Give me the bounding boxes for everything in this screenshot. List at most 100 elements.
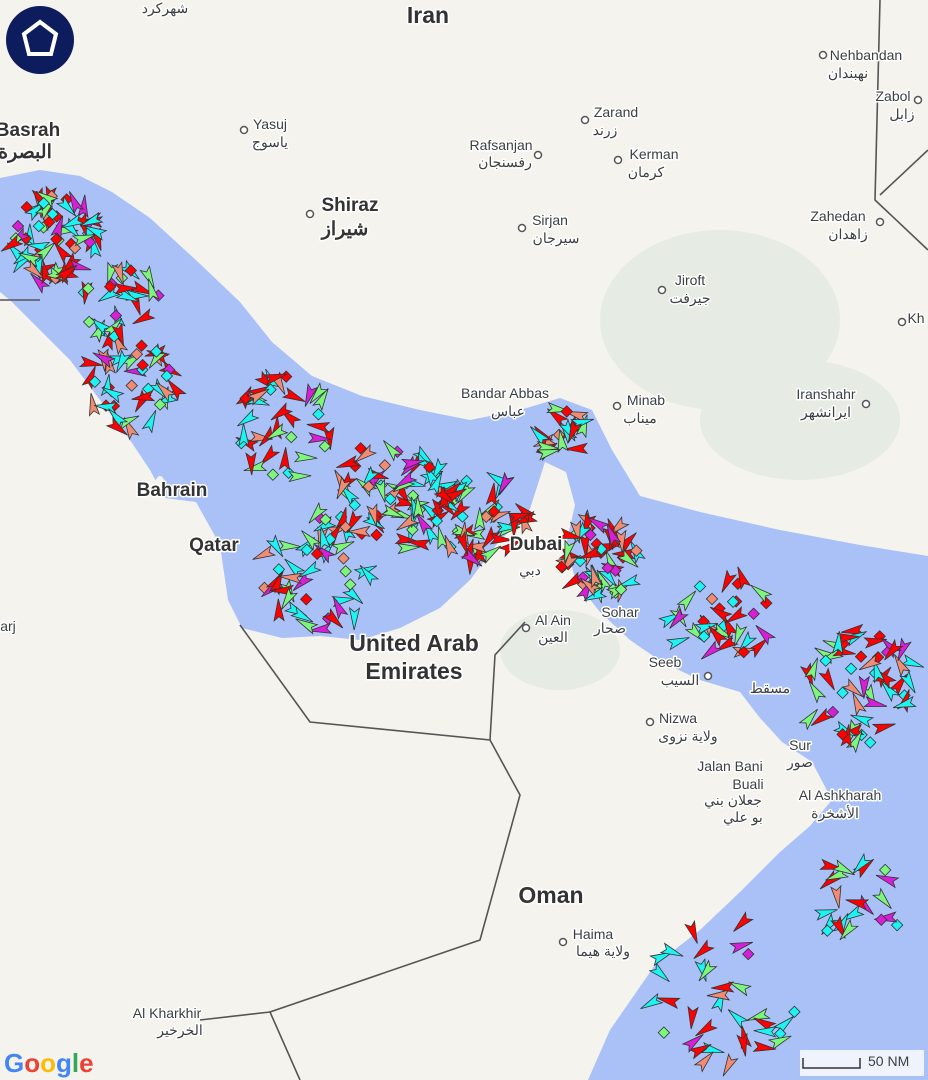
ship-marker[interactable] xyxy=(312,386,332,412)
ship-marker[interactable] xyxy=(872,887,895,912)
ship-marker[interactable] xyxy=(818,667,838,692)
ship-marker[interactable] xyxy=(265,534,287,560)
ship-marker[interactable] xyxy=(821,924,834,937)
ship-marker[interactable] xyxy=(42,215,56,229)
ship-marker[interactable] xyxy=(648,962,673,985)
ship-marker[interactable] xyxy=(406,489,420,502)
ship-marker[interactable] xyxy=(638,992,664,1013)
ship-marker[interactable] xyxy=(487,505,501,518)
ship-marker[interactable] xyxy=(665,633,691,651)
ship-marker[interactable] xyxy=(305,501,328,526)
ship-marker[interactable] xyxy=(577,574,602,597)
ship-marker[interactable] xyxy=(392,470,418,491)
ship-marker[interactable] xyxy=(279,571,303,585)
ship-marker[interactable] xyxy=(688,1040,713,1060)
ship-marker[interactable] xyxy=(16,248,42,268)
ship-marker[interactable] xyxy=(310,547,324,561)
ship-marker[interactable] xyxy=(881,638,904,663)
ship-marker[interactable] xyxy=(130,347,144,361)
ship-marker[interactable] xyxy=(330,537,356,556)
ship-marker[interactable] xyxy=(153,398,167,411)
ship-marker[interactable] xyxy=(582,586,608,605)
ship-marker[interactable] xyxy=(141,408,161,434)
ship-marker[interactable] xyxy=(307,432,332,445)
ship-marker[interactable] xyxy=(344,578,357,591)
ship-marker[interactable] xyxy=(836,728,849,741)
ship-marker[interactable] xyxy=(697,630,711,643)
ship-marker[interactable] xyxy=(373,478,390,504)
ship-marker[interactable] xyxy=(480,510,493,523)
ship-marker[interactable] xyxy=(111,322,128,348)
ship-marker[interactable] xyxy=(723,606,748,627)
ship-marker[interactable] xyxy=(616,548,641,571)
ship-marker[interactable] xyxy=(38,260,53,285)
ship-marker[interactable] xyxy=(830,915,850,941)
ship-marker[interactable] xyxy=(440,533,459,559)
ship-marker[interactable] xyxy=(614,583,628,596)
ship-marker[interactable] xyxy=(788,1005,801,1019)
ship-marker[interactable] xyxy=(380,437,403,462)
ship-marker[interactable] xyxy=(406,523,419,536)
ship-marker[interactable] xyxy=(312,408,325,421)
logo[interactable] xyxy=(6,6,74,74)
ship-marker[interactable] xyxy=(65,189,85,215)
ship-marker[interactable] xyxy=(322,607,347,631)
ship-marker[interactable] xyxy=(378,459,392,472)
ship-marker[interactable] xyxy=(717,569,738,595)
ship-marker[interactable] xyxy=(586,563,603,589)
ship-marker[interactable] xyxy=(857,653,883,674)
ship-marker[interactable] xyxy=(37,196,50,210)
ship-marker[interactable] xyxy=(263,369,289,386)
ship-marker[interactable] xyxy=(22,259,47,283)
ship-marker[interactable] xyxy=(306,382,329,406)
ship-marker[interactable] xyxy=(298,527,322,552)
ship-marker[interactable] xyxy=(160,369,174,383)
ship-marker[interactable] xyxy=(527,423,551,448)
ship-marker[interactable] xyxy=(460,547,485,570)
ship-marker[interactable] xyxy=(287,470,312,483)
ship-marker[interactable] xyxy=(841,678,866,700)
ship-marker[interactable] xyxy=(555,429,569,454)
ship-marker[interactable] xyxy=(875,913,888,926)
ship-marker[interactable] xyxy=(705,592,719,606)
ship-marker[interactable] xyxy=(0,234,24,255)
ship-marker[interactable] xyxy=(454,530,473,556)
ship-marker[interactable] xyxy=(711,981,735,993)
ship-marker[interactable] xyxy=(808,707,834,730)
ship-marker[interactable] xyxy=(752,622,777,646)
ship-marker[interactable] xyxy=(164,377,187,402)
ship-marker[interactable] xyxy=(585,513,611,535)
ship-marker[interactable] xyxy=(293,451,318,464)
ship-marker[interactable] xyxy=(384,492,397,506)
ship-marker[interactable] xyxy=(899,670,919,695)
ship-marker[interactable] xyxy=(290,605,315,626)
ship-marker[interactable] xyxy=(564,419,583,444)
ship-marker[interactable] xyxy=(144,277,160,303)
ship-marker[interactable] xyxy=(584,528,597,542)
ship-marker[interactable] xyxy=(99,383,125,404)
ship-marker[interactable] xyxy=(836,918,860,943)
ship-marker[interactable] xyxy=(354,442,367,455)
ship-marker[interactable] xyxy=(335,455,360,472)
ship-marker[interactable] xyxy=(474,507,486,531)
ship-marker[interactable] xyxy=(55,261,80,284)
ship-marker[interactable] xyxy=(560,405,573,418)
ship-marker[interactable] xyxy=(863,695,888,711)
ship-marker[interactable] xyxy=(507,508,532,524)
ship-marker[interactable] xyxy=(804,656,822,682)
ship-marker[interactable] xyxy=(400,456,425,471)
ship-marker[interactable] xyxy=(246,385,272,406)
ship-marker[interactable] xyxy=(50,232,63,246)
ship-marker[interactable] xyxy=(105,405,129,430)
ship-marker[interactable] xyxy=(348,498,361,512)
ship-marker[interactable] xyxy=(695,959,718,984)
ship-marker[interactable] xyxy=(27,270,51,295)
ship-marker[interactable] xyxy=(535,440,560,454)
ship-marker[interactable] xyxy=(836,686,849,699)
ship-marker[interactable] xyxy=(478,542,504,564)
ship-marker[interactable] xyxy=(68,241,82,255)
ship-marker[interactable] xyxy=(293,614,319,635)
ship-marker[interactable] xyxy=(564,442,589,454)
ship-marker[interactable] xyxy=(708,603,733,624)
ship-marker[interactable] xyxy=(693,1048,717,1073)
